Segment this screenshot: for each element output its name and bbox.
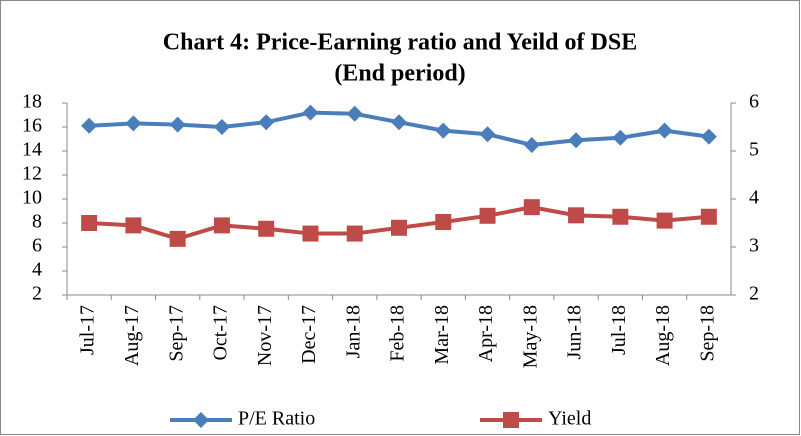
point xyxy=(700,128,717,145)
point xyxy=(656,212,673,229)
point xyxy=(81,117,98,134)
point xyxy=(391,219,407,236)
x-tick-label: Nov-17 xyxy=(254,305,276,366)
y-tick-label: 4 xyxy=(32,259,42,281)
point xyxy=(435,122,452,139)
point xyxy=(568,207,585,224)
y-tick-label: 12 xyxy=(22,163,42,185)
point xyxy=(258,114,275,131)
y-tick-label: 18 xyxy=(22,91,42,113)
x-tick-label: Dec-17 xyxy=(298,305,320,364)
x-tick-label: Sep-18 xyxy=(696,305,718,362)
y2-tick-label: 3 xyxy=(749,235,759,257)
point xyxy=(656,122,673,139)
point xyxy=(213,119,230,135)
legend-label: Yield xyxy=(548,408,591,430)
x-tick-label: Mar-18 xyxy=(431,305,453,365)
x-tick-label: Sep-17 xyxy=(165,305,187,362)
point xyxy=(503,412,519,428)
y-tick-label: 14 xyxy=(22,139,42,161)
x-tick-label: Feb-18 xyxy=(387,305,409,362)
legend-label: P/E Ratio xyxy=(238,408,315,430)
y-tick-label: 8 xyxy=(32,211,42,233)
x-tick-label: Aug-17 xyxy=(121,305,143,366)
point xyxy=(479,207,496,224)
y2-tick-label: 4 xyxy=(749,187,759,209)
y-tick-label: 10 xyxy=(22,187,42,209)
y2-tick-label: 6 xyxy=(749,91,759,113)
point xyxy=(612,208,629,225)
x-tick-label: Apr-18 xyxy=(475,305,497,362)
point xyxy=(125,115,142,132)
point xyxy=(346,105,363,122)
point xyxy=(302,104,319,121)
point xyxy=(125,217,142,234)
x-tick-label: Jan-18 xyxy=(342,305,364,358)
point xyxy=(568,132,585,149)
x-tick-label: May-18 xyxy=(519,305,541,368)
point xyxy=(258,220,275,237)
point xyxy=(523,199,540,216)
x-tick-label: Jul-17 xyxy=(77,305,99,355)
point xyxy=(193,412,209,428)
point xyxy=(435,214,452,231)
point xyxy=(700,208,717,225)
point xyxy=(479,126,496,143)
x-tick-label: Aug-18 xyxy=(652,305,674,366)
point xyxy=(169,230,186,247)
x-tick-label: Jul-18 xyxy=(608,305,630,355)
chart-title: Chart 4: Price-Earning ratio and Yeild o… xyxy=(163,30,637,56)
point xyxy=(523,137,540,153)
y2-tick-label: 5 xyxy=(749,139,759,161)
y-tick-label: 6 xyxy=(32,235,42,257)
point xyxy=(169,116,186,133)
chart-subtitle: (End period) xyxy=(334,61,465,87)
point xyxy=(391,114,407,131)
point xyxy=(81,215,98,231)
point xyxy=(346,225,363,242)
y-tick-label: 16 xyxy=(22,115,42,137)
x-tick-label: Jun-18 xyxy=(564,305,586,359)
y2-tick-label: 2 xyxy=(749,283,759,305)
point xyxy=(302,225,319,242)
point xyxy=(213,217,230,234)
point xyxy=(612,129,629,146)
y-tick-label: 2 xyxy=(32,283,42,305)
x-tick-label: Oct-17 xyxy=(210,305,232,361)
